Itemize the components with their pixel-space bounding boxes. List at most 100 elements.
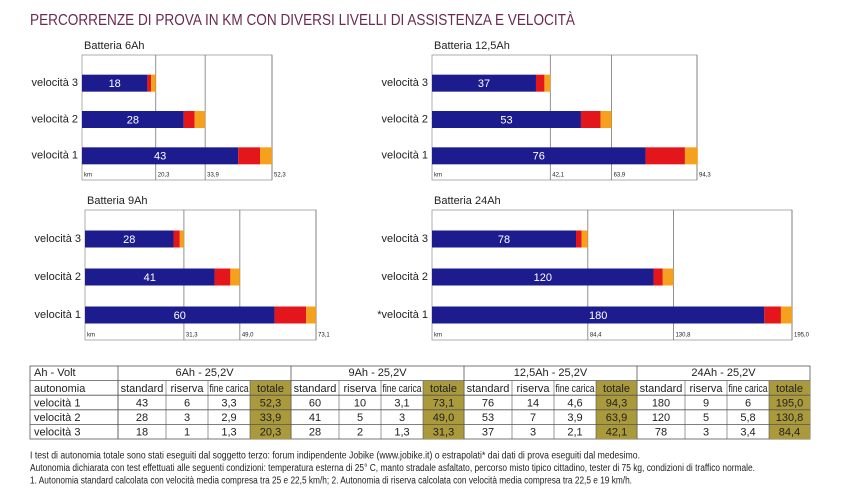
bar-segment: [544, 74, 551, 92]
bar-segment: [82, 147, 239, 165]
table-cell: 52,3: [260, 397, 281, 409]
table-header-cell: 12,5Ah - 25,2V: [514, 367, 588, 379]
bar-value-label: 120: [534, 272, 552, 284]
table-cell: standard: [640, 383, 683, 395]
y-tick-label: velocità 1: [35, 309, 81, 321]
table-cell: 28: [136, 412, 148, 424]
table-cell: 73,1: [433, 397, 454, 409]
bar-value-label: 37: [478, 78, 490, 90]
table-cell: riserva: [689, 383, 723, 395]
chart-title: Batteria 24Ah: [434, 195, 501, 207]
table-cell: 10: [354, 397, 366, 409]
bar-segment: [147, 74, 152, 92]
bar-segment: [764, 306, 781, 324]
table-cell: 1,3: [394, 427, 409, 439]
bar-segment: [653, 268, 663, 286]
table-cell: 78: [655, 427, 667, 439]
table-cell: 37: [482, 427, 494, 439]
x-tick-label: 42,1: [552, 173, 564, 179]
table-cell: totale: [776, 383, 803, 395]
bar-segment: [662, 268, 674, 286]
y-tick-label: velocità 3: [382, 233, 428, 245]
table-cell: 60: [309, 397, 321, 409]
table-cell: 2: [357, 427, 363, 439]
table-cell: 130,8: [776, 412, 804, 424]
table-cell: 33,9: [260, 412, 281, 424]
table-cell: 76: [482, 397, 494, 409]
table-cell: 2,1: [567, 427, 582, 439]
x-tick-label: 49,0: [242, 333, 254, 339]
bar-segment: [82, 74, 148, 92]
chart-title: Batteria 6Ah: [84, 40, 145, 52]
bar-value-label: 43: [154, 151, 166, 163]
table-cell: riserva: [343, 383, 377, 395]
bar-value-label: 180: [589, 310, 607, 322]
bar-segment: [600, 111, 612, 128]
bar-value-label: 60: [174, 310, 186, 322]
table-cell: 1,3: [221, 427, 236, 439]
bar-segment: [274, 306, 307, 324]
bar-segment: [230, 268, 240, 286]
table-cell: velocità 3: [34, 427, 80, 439]
bar-segment: [194, 111, 206, 128]
x-tick-label: km: [87, 333, 95, 339]
table-cell: 28: [309, 427, 321, 439]
y-tick-label: *velocità 1: [377, 309, 428, 321]
table-cell: 6: [184, 397, 190, 409]
table-cell: 3: [399, 412, 405, 424]
footnote: I test di autonomia totale sono stati es…: [30, 451, 640, 462]
x-tick-label: 31,3: [186, 333, 198, 339]
bar-value-label: 41: [144, 272, 156, 284]
bar-value-label: 53: [500, 114, 512, 126]
x-tick-label: 73,1: [318, 333, 330, 339]
x-tick-label: 20,3: [158, 173, 170, 179]
table-cell: 94,3: [606, 397, 627, 409]
y-tick-label: velocità 2: [35, 271, 81, 283]
footnote: Autonomia dichiarata con test effettuati…: [30, 463, 755, 474]
table-cell: 5: [703, 412, 709, 424]
table-cell: totale: [257, 383, 284, 395]
bar-segment: [173, 230, 180, 248]
table-cell: 9: [703, 397, 709, 409]
bar-segment: [183, 111, 195, 128]
table-cell: 3: [530, 427, 536, 439]
bar-segment: [684, 147, 698, 165]
x-tick-label: km: [434, 333, 442, 339]
table-cell: 3,9: [567, 412, 582, 424]
table-cell: 41: [309, 412, 321, 424]
page-title: PERCORRENZE DI PROVA IN KM CON DIVERSI L…: [30, 10, 575, 29]
y-tick-label: velocità 3: [382, 77, 428, 89]
table-cell: 3: [703, 427, 709, 439]
table-cell: velocità 1: [34, 397, 80, 409]
table-cell: 5: [357, 412, 363, 424]
table-cell: autonomia: [34, 383, 86, 395]
table-cell: standard: [294, 383, 337, 395]
bar-segment: [432, 111, 581, 128]
table-header-cell: 9Ah - 25,2V: [348, 367, 407, 379]
table-cell: 2,9: [221, 412, 236, 424]
table-cell: totale: [430, 383, 457, 395]
bar-segment: [151, 74, 156, 92]
table-cell: 3,4: [740, 427, 755, 439]
x-tick-label: 52,3: [274, 173, 286, 179]
bar-segment: [432, 74, 536, 92]
bar-value-label: 76: [533, 151, 545, 163]
table-cell: 1: [184, 427, 190, 439]
bar-segment: [85, 306, 275, 324]
footnote: 1. Autonomia standard calcolata con velo…: [30, 476, 632, 487]
y-tick-label: velocità 2: [32, 113, 78, 125]
bar-segment: [576, 230, 582, 248]
table-cell: riserva: [516, 383, 550, 395]
bar-segment: [82, 111, 184, 128]
x-tick-label: 84,4: [590, 333, 602, 339]
x-tick-label: km: [84, 173, 92, 179]
bar-segment: [306, 306, 316, 324]
table-cell: 63,9: [606, 412, 627, 424]
bar-segment: [432, 268, 654, 286]
table-header-cell: 24Ah - 25,2V: [691, 367, 756, 379]
bar-segment: [179, 230, 184, 248]
bar-segment: [580, 111, 601, 128]
table-cell: fine carica: [383, 383, 423, 395]
table-cell: 20,3: [260, 427, 281, 439]
